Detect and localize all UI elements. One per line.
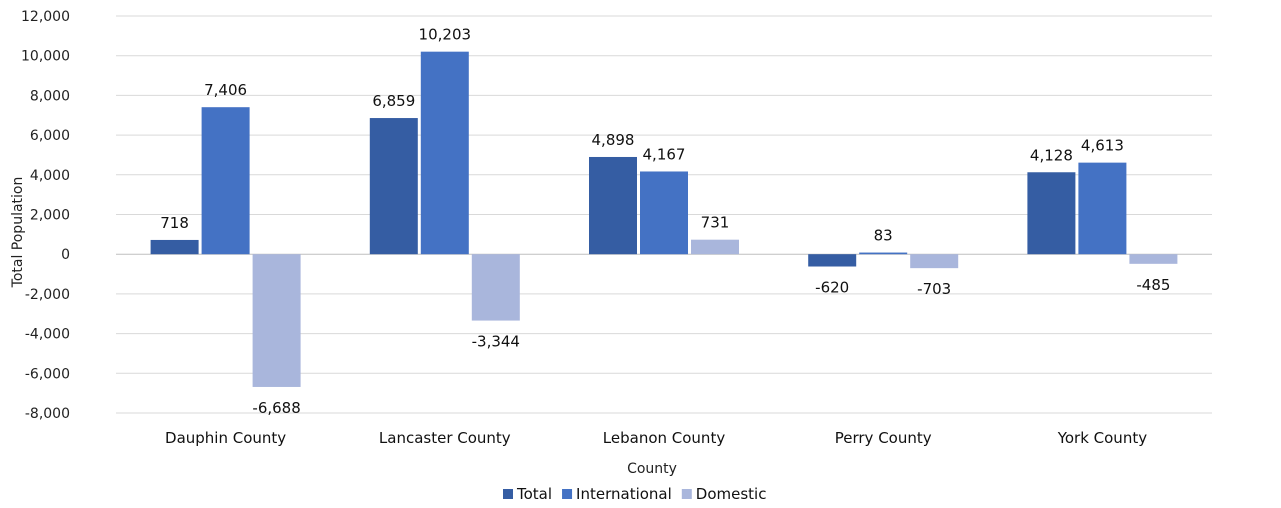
- bar-international: [420, 51, 469, 255]
- bar-total: [369, 118, 418, 255]
- data-label: 4,167: [643, 145, 686, 163]
- legend-item-international: International: [562, 485, 672, 503]
- bar-international: [201, 107, 250, 255]
- data-label: 6,859: [372, 92, 415, 110]
- data-label: -6,688: [252, 399, 300, 417]
- y-axis-ticks: -8,000 -6,000 -4,000 -2,000 0 2,000 4,000 6,000…: [21, 9, 70, 422]
- data-label: 4,613: [1081, 137, 1124, 155]
- legend-label: International: [576, 485, 672, 503]
- y-tick-label: 8,000: [30, 88, 70, 104]
- legend-swatch: [503, 489, 513, 499]
- y-tick-label: -2,000: [25, 287, 70, 303]
- y-tick-label: 4,000: [30, 168, 70, 184]
- data-label: 83: [874, 227, 893, 245]
- data-label: 10,203: [419, 26, 472, 44]
- bar-domestic: [691, 239, 739, 255]
- bars: [150, 51, 1178, 387]
- legend-swatch: [681, 489, 692, 499]
- data-label: -3,344: [472, 333, 520, 351]
- legend-item-total: Total: [503, 485, 552, 503]
- y-axis-title: Total Population: [10, 177, 26, 289]
- x-category-label: Lebanon County: [603, 429, 726, 447]
- data-labels: 718 7,406 -6,688 6,859 10,203 -3,344 4,898 4,16…: [160, 26, 1170, 417]
- y-tick-label: 6,000: [30, 128, 70, 144]
- bar-domestic: [252, 254, 301, 387]
- y-tick-label: 0: [61, 247, 70, 263]
- bar-international: [859, 252, 908, 255]
- data-label: 731: [701, 214, 730, 232]
- y-tick-label: 2,000: [30, 208, 70, 224]
- bar-total: [150, 239, 199, 255]
- legend: Total International Domestic: [503, 485, 766, 503]
- bar-total: [808, 254, 857, 267]
- data-label: -703: [917, 280, 951, 298]
- data-label: 718: [160, 214, 189, 232]
- data-label: 4,128: [1030, 146, 1073, 164]
- legend-swatch: [562, 489, 573, 499]
- bar-total: [589, 156, 637, 255]
- x-axis-title: County: [627, 461, 677, 477]
- x-category-label: York County: [1057, 429, 1148, 447]
- x-axis-categories: Dauphin County Lancaster County Lebanon Co…: [165, 429, 1147, 447]
- bar-domestic: [1129, 254, 1178, 264]
- legend-label: Domestic: [696, 485, 767, 503]
- bar-domestic: [471, 254, 520, 321]
- bar-international: [1078, 162, 1127, 255]
- data-label: 4,898: [592, 131, 635, 149]
- data-label: -485: [1136, 276, 1170, 294]
- y-tick-label: -4,000: [25, 327, 70, 343]
- bar-domestic: [910, 254, 959, 269]
- y-tick-label: 12,000: [21, 9, 70, 25]
- x-category-label: Dauphin County: [165, 429, 286, 447]
- y-tick-label: -8,000: [25, 406, 70, 422]
- y-tick-label: -6,000: [25, 366, 70, 382]
- x-category-label: Perry County: [835, 429, 932, 447]
- bar-international: [640, 171, 688, 255]
- y-tick-label: 10,000: [21, 49, 70, 65]
- bar-total: [1027, 172, 1076, 255]
- legend-item-domestic: Domestic: [681, 485, 767, 503]
- legend-label: Total: [516, 485, 552, 503]
- data-label: -620: [815, 279, 849, 297]
- data-label: 7,406: [204, 81, 247, 99]
- x-category-label: Lancaster County: [379, 429, 511, 447]
